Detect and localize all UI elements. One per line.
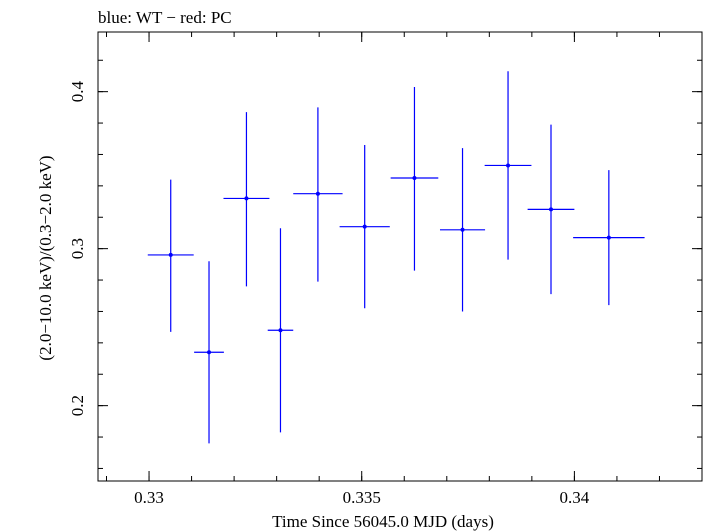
- x-tick-label: 0.34: [560, 488, 590, 507]
- point-marker: [606, 235, 611, 240]
- point-marker: [207, 350, 212, 355]
- axis-ticks: [98, 32, 703, 481]
- data-point: [267, 228, 294, 433]
- x-tick-label: 0.33: [134, 488, 164, 507]
- x-tick-label: 0.335: [343, 488, 381, 507]
- data-point: [439, 148, 486, 312]
- y-tick-label: 0.2: [68, 395, 87, 416]
- point-marker: [549, 207, 553, 212]
- data-point: [484, 71, 532, 260]
- data-point: [339, 145, 390, 309]
- data-point: [573, 170, 645, 306]
- point-marker: [315, 191, 320, 196]
- y-tick-label: 0.4: [68, 81, 87, 103]
- point-marker: [412, 176, 417, 181]
- data-point: [527, 124, 575, 295]
- point-marker: [506, 163, 511, 168]
- data-point: [390, 86, 439, 271]
- y-axis-label: (2.0−10.0 keV)/(0.3−2.0 keV): [36, 155, 55, 360]
- chart-title: blue: WT − red: PC: [98, 8, 232, 27]
- point-marker: [168, 252, 173, 257]
- point-marker: [460, 227, 465, 232]
- y-tick-label: 0.3: [68, 238, 87, 259]
- point-marker: [362, 224, 367, 229]
- data-points: [147, 71, 645, 444]
- x-axis-label: Time Since 56045.0 MJD (days): [272, 512, 494, 531]
- point-marker: [278, 328, 283, 333]
- data-point: [194, 261, 224, 444]
- point-marker: [244, 196, 249, 201]
- data-point: [147, 179, 194, 332]
- plot-frame: [97, 31, 703, 482]
- data-point: [293, 107, 343, 282]
- data-point: [223, 112, 270, 287]
- tick-labels: 0.33 0.335 0.34 0.2 0.3 0.4: [68, 81, 590, 507]
